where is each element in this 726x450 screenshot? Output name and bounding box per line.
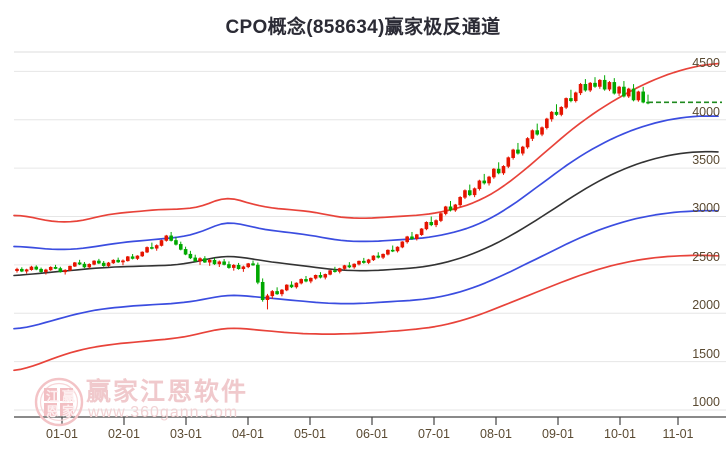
- page-title: CPO概念(858634)赢家极反通道: [225, 17, 501, 38]
- x-tick-label: 04-01: [232, 427, 264, 441]
- gridlines: [14, 51, 726, 411]
- x-tick-label: 03-01: [170, 427, 202, 441]
- x-tick-label: 06-01: [356, 427, 388, 441]
- y-tick-label: 4500: [692, 56, 720, 71]
- x-tick-label: 08-01: [480, 427, 512, 441]
- y-tick-label: 3000: [692, 201, 720, 216]
- axis: [14, 416, 726, 425]
- y-tick-label: 2500: [692, 249, 720, 264]
- x-tick-label: 10-01: [604, 427, 636, 441]
- y-tick-label: 1000: [692, 395, 720, 409]
- x-tick-label: 07-01: [418, 427, 450, 441]
- x-tick-label: 05-01: [294, 427, 326, 441]
- y-tick-label: 3500: [692, 153, 720, 168]
- x-tick-label: 11-01: [662, 427, 694, 441]
- y-tick-label: 4000: [692, 104, 720, 119]
- x-tick-label: 02-01: [108, 427, 140, 441]
- channel-bands: [13, 62, 719, 372]
- y-tick-label: 1500: [692, 346, 720, 361]
- candlestick-series: [15, 75, 650, 310]
- x-tick-label: 09-01: [542, 427, 574, 441]
- x-tick-label: 01-01: [46, 427, 78, 441]
- y-tick-label: 2000: [692, 298, 720, 313]
